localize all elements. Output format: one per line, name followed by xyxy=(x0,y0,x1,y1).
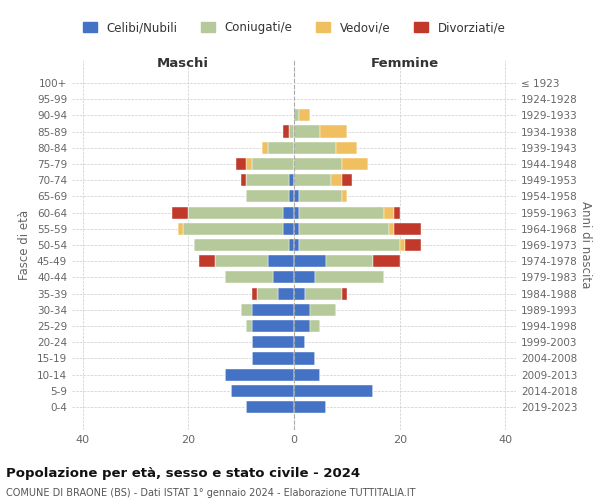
Legend: Celibi/Nubili, Coniugati/e, Vedovi/e, Divorziati/e: Celibi/Nubili, Coniugati/e, Vedovi/e, Di… xyxy=(79,18,509,38)
Text: Popolazione per età, sesso e stato civile - 2024: Popolazione per età, sesso e stato civil… xyxy=(6,468,360,480)
Bar xyxy=(294,272,315,283)
Bar xyxy=(199,255,215,268)
Bar xyxy=(294,239,299,251)
Text: COMUNE DI BRAONE (BS) - Dati ISTAT 1° gennaio 2024 - Elaborazione TUTTITALIA.IT: COMUNE DI BRAONE (BS) - Dati ISTAT 1° ge… xyxy=(6,488,415,498)
Text: Maschi: Maschi xyxy=(157,57,209,70)
Bar xyxy=(252,288,257,300)
Bar xyxy=(172,206,188,218)
Bar xyxy=(299,206,384,218)
Bar xyxy=(294,368,320,381)
Bar xyxy=(294,174,331,186)
Bar xyxy=(299,239,400,251)
Bar xyxy=(247,401,294,413)
Bar xyxy=(294,385,373,397)
Bar xyxy=(289,239,294,251)
Bar xyxy=(241,304,252,316)
Bar xyxy=(326,255,373,268)
Bar xyxy=(247,174,289,186)
Bar xyxy=(299,109,310,122)
Bar xyxy=(283,222,294,235)
Bar xyxy=(294,336,305,348)
Bar xyxy=(225,272,273,283)
Bar xyxy=(341,174,352,186)
Bar xyxy=(215,255,268,268)
Bar xyxy=(405,239,421,251)
Bar xyxy=(289,190,294,202)
Bar xyxy=(294,320,310,332)
Bar xyxy=(247,158,252,170)
Bar xyxy=(400,239,405,251)
Bar xyxy=(247,320,252,332)
Bar xyxy=(299,190,341,202)
Bar xyxy=(294,126,320,138)
Bar xyxy=(394,222,421,235)
Y-axis label: Anni di nascita: Anni di nascita xyxy=(578,202,592,288)
Bar xyxy=(225,368,294,381)
Bar xyxy=(310,320,320,332)
Bar xyxy=(341,158,368,170)
Bar xyxy=(230,385,294,397)
Bar xyxy=(299,222,389,235)
Bar xyxy=(294,222,299,235)
Bar xyxy=(283,126,289,138)
Bar xyxy=(252,352,294,364)
Bar xyxy=(294,142,336,154)
Bar xyxy=(331,174,341,186)
Bar xyxy=(283,206,294,218)
Bar xyxy=(294,304,310,316)
Bar xyxy=(252,158,294,170)
Bar xyxy=(241,174,247,186)
Bar xyxy=(289,126,294,138)
Bar xyxy=(294,401,326,413)
Bar xyxy=(252,304,294,316)
Bar xyxy=(183,222,283,235)
Bar xyxy=(294,206,299,218)
Bar xyxy=(305,288,341,300)
Bar xyxy=(341,288,347,300)
Bar xyxy=(336,142,358,154)
Bar xyxy=(236,158,247,170)
Bar xyxy=(294,288,305,300)
Bar xyxy=(178,222,183,235)
Bar xyxy=(310,304,336,316)
Bar xyxy=(341,190,347,202)
Bar xyxy=(320,126,347,138)
Bar xyxy=(252,320,294,332)
Bar xyxy=(247,190,289,202)
Bar xyxy=(252,336,294,348)
Bar xyxy=(257,288,278,300)
Y-axis label: Fasce di età: Fasce di età xyxy=(19,210,31,280)
Bar xyxy=(394,206,400,218)
Bar xyxy=(373,255,400,268)
Bar xyxy=(294,109,299,122)
Bar xyxy=(315,272,384,283)
Bar xyxy=(384,206,394,218)
Bar xyxy=(294,352,315,364)
Bar xyxy=(194,239,289,251)
Text: Femmine: Femmine xyxy=(371,57,439,70)
Bar xyxy=(188,206,283,218)
Bar xyxy=(289,174,294,186)
Bar xyxy=(389,222,394,235)
Bar xyxy=(278,288,294,300)
Bar xyxy=(268,142,294,154)
Bar xyxy=(294,158,341,170)
Bar xyxy=(273,272,294,283)
Bar xyxy=(294,190,299,202)
Bar xyxy=(268,255,294,268)
Bar xyxy=(294,255,326,268)
Bar xyxy=(262,142,268,154)
